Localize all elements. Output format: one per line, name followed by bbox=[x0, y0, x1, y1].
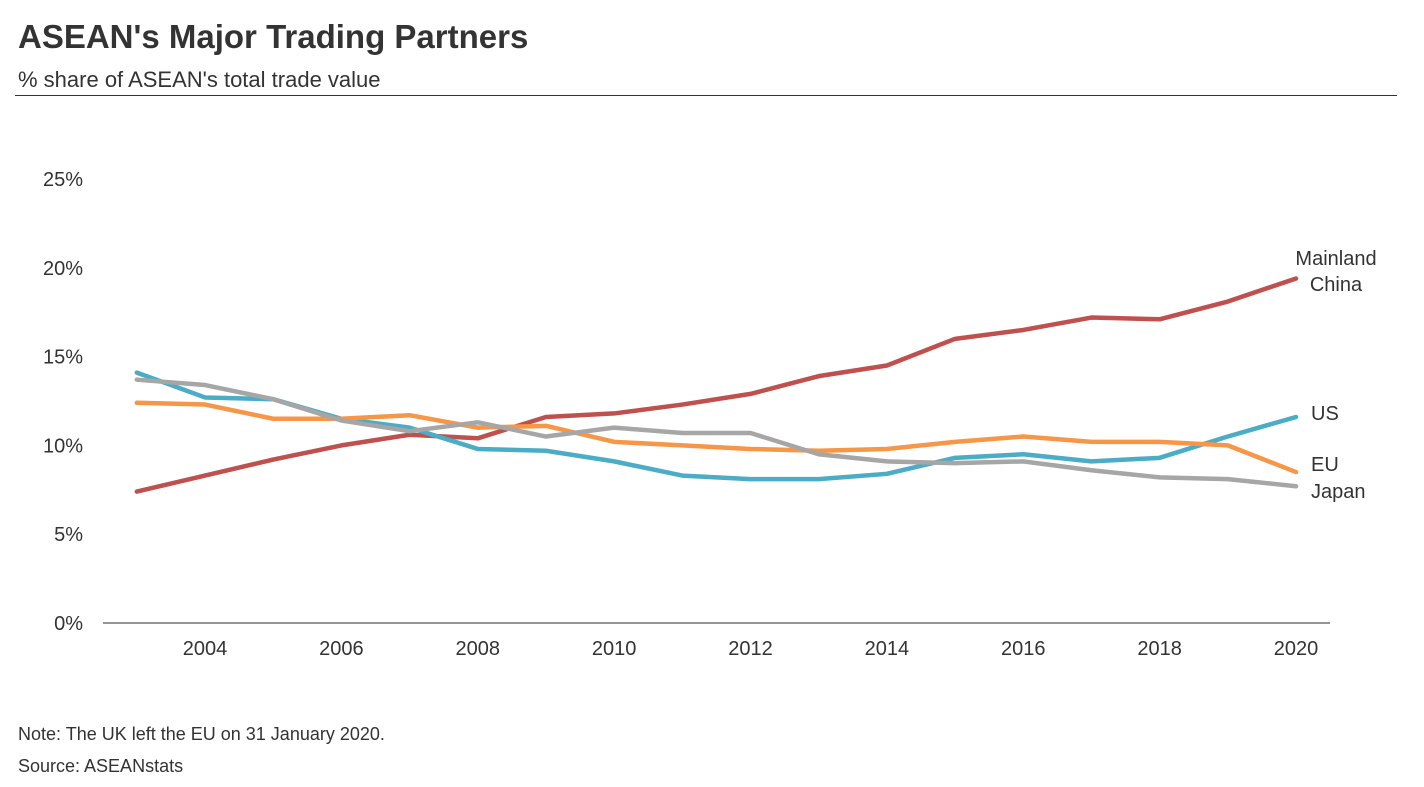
x-tick-label: 2014 bbox=[865, 638, 910, 660]
series-label: Mainland bbox=[1295, 248, 1376, 270]
x-tick-label: 2020 bbox=[1274, 638, 1319, 660]
chart-source: Source: ASEANstats bbox=[18, 756, 184, 776]
y-tick-label: 15% bbox=[43, 347, 83, 369]
y-tick-label: 25% bbox=[43, 169, 83, 191]
y-tick-label: 10% bbox=[43, 435, 83, 457]
series-label: Japan bbox=[1311, 481, 1366, 503]
y-tick-label: 20% bbox=[43, 258, 83, 280]
series-label: EU bbox=[1311, 454, 1339, 476]
chart-note: Note: The UK left the EU on 31 January 2… bbox=[18, 724, 385, 744]
x-tick-label: 2012 bbox=[728, 638, 773, 660]
series-label: US bbox=[1311, 403, 1339, 425]
series-line-mainland-china bbox=[134, 276, 1299, 494]
x-tick-label: 2004 bbox=[183, 638, 228, 660]
series-label: China bbox=[1310, 274, 1363, 296]
x-tick-label: 2008 bbox=[456, 638, 501, 660]
series-line-us bbox=[134, 370, 1299, 482]
chart-subtitle: % share of ASEAN's total trade value bbox=[18, 67, 381, 92]
x-tick-label: 2016 bbox=[1001, 638, 1046, 660]
y-tick-label: 5% bbox=[54, 524, 83, 546]
x-tick-label: 2006 bbox=[319, 638, 364, 660]
series-line-japan bbox=[134, 377, 1299, 489]
x-tick-label: 2010 bbox=[592, 638, 637, 660]
y-tick-label: 0% bbox=[54, 613, 83, 635]
chart-title: ASEAN's Major Trading Partners bbox=[18, 18, 529, 55]
title-divider bbox=[15, 95, 1397, 96]
x-tick-label: 2018 bbox=[1137, 638, 1182, 660]
